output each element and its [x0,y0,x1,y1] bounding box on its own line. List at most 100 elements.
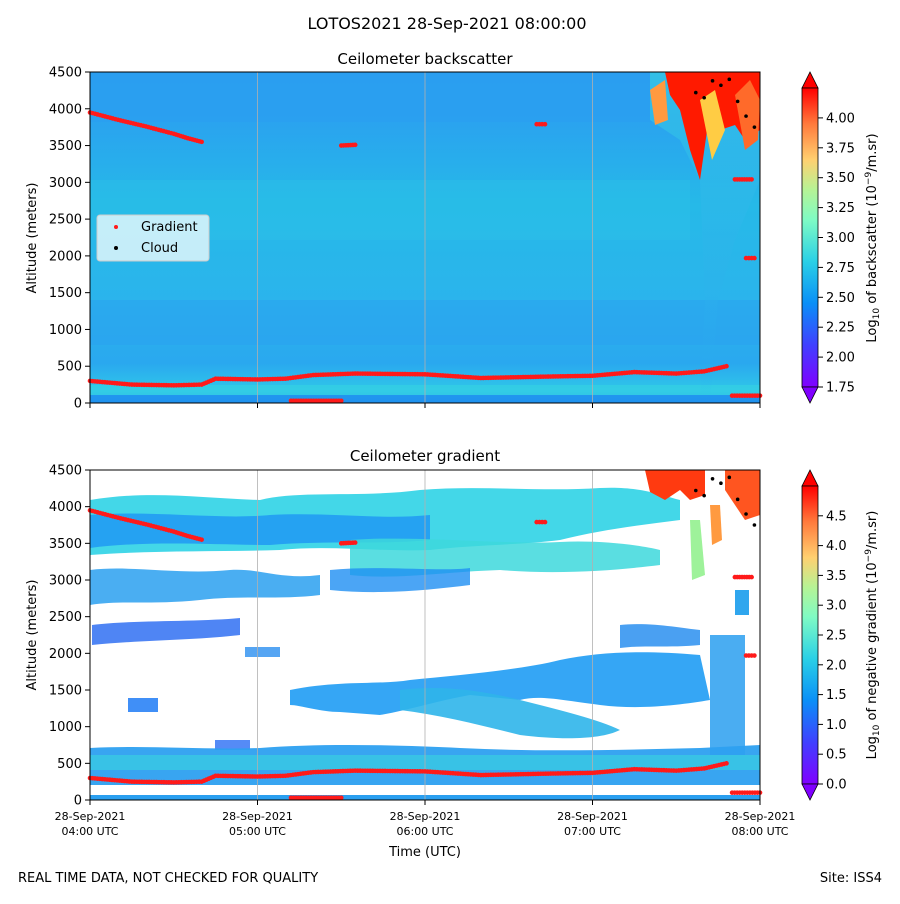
backscatter-colorbar-label: Log10 of backscatter (10−9/m.sr) [864,133,882,342]
colorbar-tick-label: 2.5 [826,629,847,644]
cloud-marker [693,90,698,95]
gradient-marker [724,363,729,369]
gradient-marker [352,142,358,148]
gradient-colorbar: 0.0 0.5 1.0 1.5 2.0 2.5 3.0 3.5 4.0 4.5 Log10 of … [801,469,882,801]
gradient-marker [752,653,757,658]
y-tick-label: 4000 [49,500,82,515]
cloud-marker [735,497,740,502]
y-tick-label: 4500 [49,66,82,81]
cloud-marker [727,77,732,82]
colorbar-tick-label: 2.50 [826,291,855,306]
colorbar-tick-label: 1.0 [826,718,847,733]
colorbar-tick-label: 3.00 [826,231,855,246]
x-tick-time: 07:00 UTC [564,825,621,838]
gradient-colorbar-label: Log10 of negative gradient (10−9/m.sr) [864,511,882,760]
gradient-marker [542,121,548,127]
gradient-marker [338,795,344,801]
colorbar-tick-label: 3.75 [826,141,855,156]
legend-box [96,214,210,262]
x-tick-date: 28-Sep-2021 [222,810,293,823]
legend-gradient-marker [114,225,118,229]
gradient-x-axis: 28-Sep-2021 04:00 UTC 28-Sep-2021 05:00 UTC… [55,800,795,838]
y-tick-label: 3500 [49,537,82,552]
gradient-marker [724,761,729,766]
colorbar-tick-label: 3.25 [826,201,855,216]
backscatter-ylabel: Altitude (meters) [25,183,40,294]
x-tick-date: 28-Sep-2021 [390,810,461,823]
gradient-marker [199,537,204,542]
gradient-ylabel: Altitude (meters) [25,580,40,691]
figure-title: LOTOS2021 28-Sep-2021 08:00:00 [308,14,587,33]
colorbar-tick-label: 2.25 [826,321,855,336]
gradient-grid [257,470,593,800]
cloud-marker [710,477,715,481]
y-tick-label: 500 [57,757,82,772]
gradient-marker [542,519,548,525]
y-tick-label: 2500 [49,610,82,625]
gradient-marker [199,139,204,145]
backscatter-grid [257,72,593,403]
cloud-marker [702,493,706,498]
backscatter-title: Ceilometer backscatter [337,50,513,68]
y-tick-label: 1000 [49,720,82,735]
cloud-marker [710,79,715,83]
backscatter-y-axis: 0 500 1000 1500 2000 2500 3000 3500 4000 4500 [49,66,90,412]
cloud-marker [735,99,740,104]
colorbar-tick-label: 4.00 [826,111,855,126]
x-tick-date: 28-Sep-2021 [557,810,628,823]
cloud-marker [702,95,706,100]
legend: Gradient Cloud [96,214,210,262]
gradient-marker [338,398,344,404]
colorbar-tick-label: 3.50 [826,171,855,186]
gradient-marker [752,255,757,261]
y-tick-label: 3000 [49,176,82,191]
y-tick-label: 1500 [49,684,82,699]
gradient-xlabel: Time (UTC) [388,845,461,860]
colorbar-tick-label: 1.5 [826,688,847,703]
y-tick-label: 4000 [49,102,82,117]
legend-gradient-label: Gradient [141,220,198,235]
x-tick-time: 04:00 UTC [61,825,118,838]
y-tick-label: 2000 [49,249,82,264]
colorbar-tick-label: 1.75 [826,381,855,396]
y-tick-label: 1000 [49,323,82,338]
colorbar-tick-label: 3.0 [826,599,847,614]
gradient-markers [87,475,763,801]
y-tick-label: 4500 [49,464,82,479]
backscatter-panel: Ceilometer backscatter 0 500 1000 1500 2000 [25,50,882,412]
colorbar-tick-label: 2.00 [826,351,855,366]
x-tick-time: 06:00 UTC [396,825,453,838]
footer-disclaimer: REAL TIME DATA, NOT CHECKED FOR QUALITY [18,871,318,886]
backscatter-markers [87,77,763,404]
colorbar-tick-label: 2.75 [826,261,855,276]
y-tick-label: 0 [74,397,82,412]
footer-site: Site: ISS4 [820,871,882,886]
colorbar-tick-label: 4.0 [826,539,847,554]
gradient-marker [352,540,358,545]
legend-cloud-label: Cloud [141,241,178,256]
gradient-marker [749,177,754,182]
cloud-marker [693,488,698,493]
gradient-marker [749,574,754,580]
colorbar-tick-label: 0.5 [826,748,847,763]
y-tick-label: 2500 [49,213,82,228]
colorbar-tick-label: 4.5 [826,509,847,524]
cloud-marker [744,114,748,118]
cloud-marker [719,481,723,486]
cloud-marker [727,475,732,480]
cloud-marker [744,512,748,516]
y-tick-label: 3500 [49,139,82,154]
gradient-title: Ceilometer gradient [350,447,500,465]
gradient-y-axis: 0 500 1000 1500 2000 2500 3000 3500 4000 4500 [49,464,90,809]
y-tick-label: 3000 [49,574,82,589]
cloud-marker [752,125,757,129]
cloud-marker [719,83,723,88]
y-tick-label: 500 [57,360,82,375]
y-tick-label: 1500 [49,286,82,301]
backscatter-colorbar: 1.75 2.00 2.25 2.50 2.75 3.00 3.25 3.50 3.75 4.00… [801,71,882,404]
legend-cloud-marker [114,246,118,250]
colorbar-tick-label: 0.0 [826,778,847,793]
x-tick-date: 28-Sep-2021 [55,810,126,823]
y-tick-label: 2000 [49,647,82,662]
